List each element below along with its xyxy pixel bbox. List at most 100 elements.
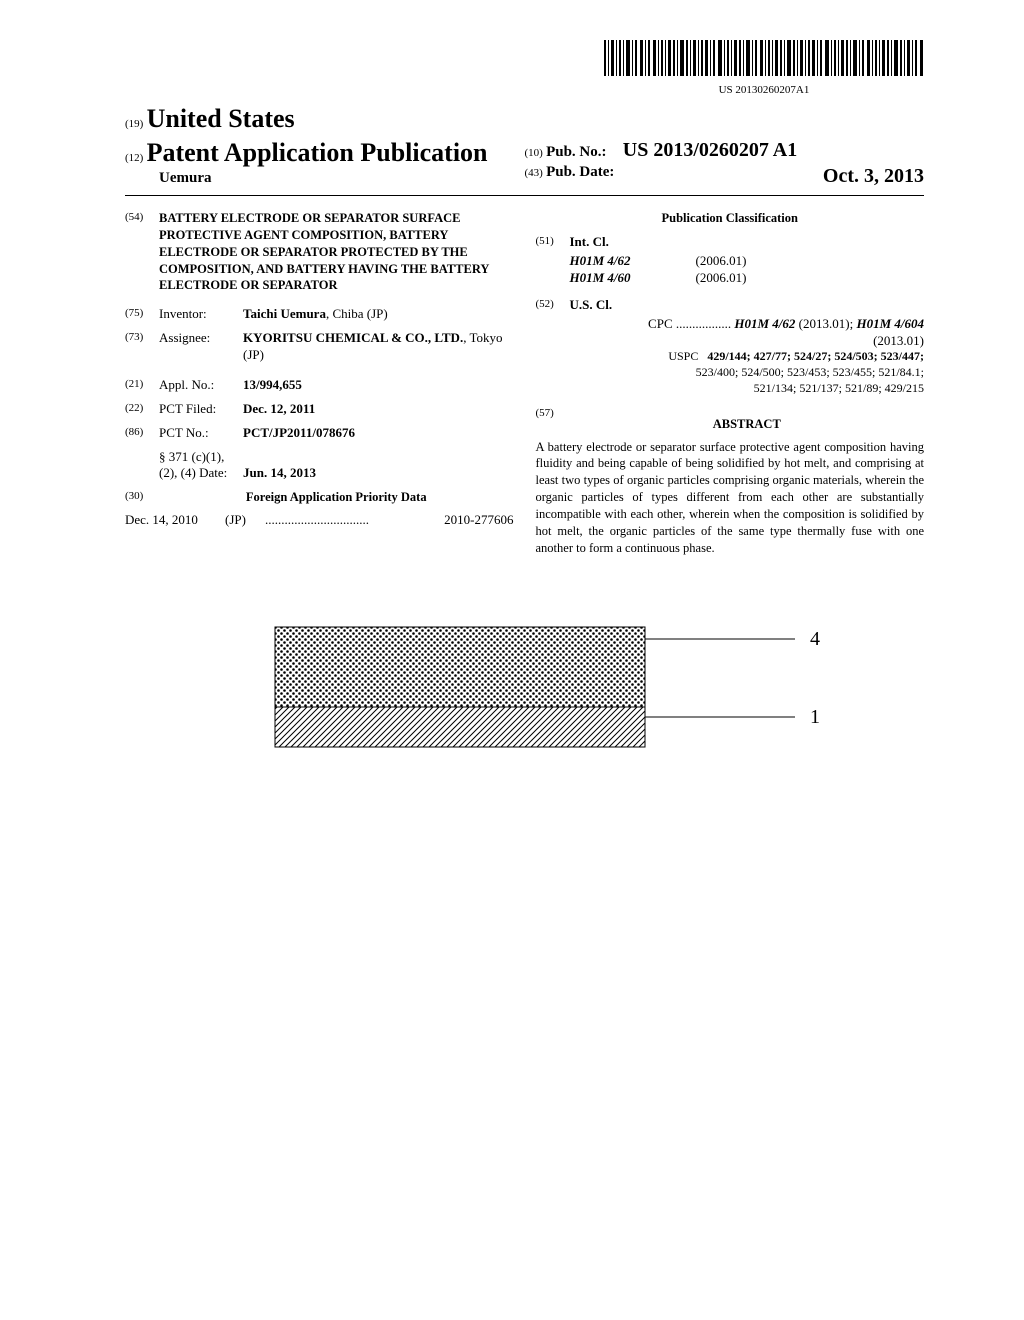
code-54: (54) [125,210,159,294]
intcl-2: H01M 4/60 [536,270,636,287]
uspc-1: 429/144; 427/77; 524/27; 524/503; 523/44… [707,349,924,363]
figure-label-1: 1 [810,706,820,728]
intcl-label: Int. Cl. [570,234,609,251]
s371-row1: § 371 (c)(1), [125,449,514,466]
intcl-1: H01M 4/62 [536,253,636,270]
doc-type: Patent Application Publication [147,138,488,167]
figure-layer-top [275,627,645,707]
cpc-1-yr: (2013.01); [799,316,854,331]
cpc-2-yr: (2013.01) [570,333,925,350]
intcl-row-2: H01M 4/60 (2006.01) [536,270,925,287]
doctype-line: (12) Patent Application Publication [125,136,525,170]
pctfiled-label: PCT Filed: [159,401,243,418]
figure-svg: 4 1 [205,617,845,777]
assignee-name: KYORITSU CHEMICAL & CO., LTD. [243,330,463,345]
code-73: (73) [125,330,159,364]
pubdate-line: (43) Pub. Date: Oct. 3, 2013 [525,163,925,183]
pctno-row: (86) PCT No.: PCT/JP2011/078676 [125,425,514,442]
code-75: (75) [125,306,159,323]
assignee-value: KYORITSU CHEMICAL & CO., LTD., Tokyo (JP… [243,330,514,364]
priority-block: (30) Foreign Application Priority Data D… [125,489,514,528]
columns: (54) BATTERY ELECTRODE OR SEPARATOR SURF… [125,210,924,557]
cpc-2: H01M 4/604 [856,316,924,331]
priority-num: 2010-277606 [444,512,513,529]
s371-label1: § 371 (c)(1), [159,449,224,466]
code-21: (21) [125,377,159,394]
prefix-19: (19) [125,118,143,130]
barcode-number: US 20130260207A1 [604,83,924,97]
inventor-row: (75) Inventor: Taichi Uemura, Chiba (JP) [125,306,514,323]
pctno-value: PCT/JP2011/078676 [243,425,514,442]
intcl-2-yr: (2006.01) [696,270,747,287]
code-86: (86) [125,425,159,442]
abstract-text: A battery electrode or separator surface… [536,439,925,557]
figure-area: 4 1 [125,617,924,782]
assignee-label: Assignee: [159,330,243,364]
s371-value: Jun. 14, 2013 [243,465,514,482]
applno-value: 13/994,655 [243,377,514,394]
prefix-10: (10) [525,147,543,159]
inventor-name: Taichi Uemura [243,306,326,321]
cpc-1: H01M 4/62 [734,316,795,331]
country: United States [147,104,295,133]
inventor-loc: , Chiba (JP) [326,306,388,321]
code-57: (57) [536,406,570,438]
code-30: (30) [125,489,159,505]
barcode-block: US 20130260207A1 [125,40,924,98]
uspc-label: USPC [668,349,698,363]
header-right: (10) Pub. No.: US 2013/0260207 A1 (43) P… [525,137,925,189]
pctno-label: PCT No.: [159,425,243,442]
barcode: US 20130260207A1 [604,40,924,97]
uspc-2: 523/400; 524/500; 523/453; 523/455; 521/… [570,365,925,381]
pubdate-label: Pub. Date: [546,164,614,180]
patent-title: BATTERY ELECTRODE OR SEPARATOR SURFACE P… [159,210,514,294]
right-column: Publication Classification (51) Int. Cl.… [536,210,925,557]
cpc-dots: ................. [676,316,731,331]
priority-country: (JP) [225,512,265,529]
inventor-value: Taichi Uemura, Chiba (JP) [243,306,514,323]
pubdate-value: Oct. 3, 2013 [823,163,924,189]
pubno-value: US 2013/0260207 A1 [623,139,797,161]
code-51: (51) [536,234,570,251]
intcl-block: (51) Int. Cl. H01M 4/62 (2006.01) H01M 4… [536,234,925,287]
classification-head: Publication Classification [536,210,925,226]
title-block: (54) BATTERY ELECTRODE OR SEPARATOR SURF… [125,210,514,294]
pubno-label: Pub. No.: [546,144,606,160]
barcode-svg [604,40,924,76]
pctfiled-value: Dec. 12, 2011 [243,401,514,418]
intcl-row-1: H01M 4/62 (2006.01) [536,253,925,270]
priority-dots: ................................ [265,512,444,529]
uscl-label: U.S. Cl. [570,297,613,314]
country-line: (19) United States [125,102,525,136]
figure-layer-bottom [275,707,645,747]
uspc-row: USPC 429/144; 427/77; 524/27; 524/503; 5… [536,349,925,396]
divider [125,195,924,196]
applno-label: Appl. No.: [159,377,243,394]
pctfiled-row: (22) PCT Filed: Dec. 12, 2011 [125,401,514,418]
code-22: (22) [125,401,159,418]
pubno-line: (10) Pub. No.: US 2013/0260207 A1 [525,137,925,163]
s371-row2: (2), (4) Date: Jun. 14, 2013 [125,465,514,482]
uspc-3: 521/134; 521/137; 521/89; 429/215 [570,381,925,397]
s371-label2: (2), (4) Date: [159,465,243,482]
cpc-row: CPC ................. H01M 4/62 (2013.01… [536,316,925,350]
header-left: (19) United States (12) Patent Applicati… [125,102,525,189]
left-column: (54) BATTERY ELECTRODE OR SEPARATOR SURF… [125,210,514,557]
cpc-label: CPC [648,316,673,331]
priority-date: Dec. 14, 2010 [125,512,225,529]
applno-row: (21) Appl. No.: 13/994,655 [125,377,514,394]
abstract-block: (57) ABSTRACT A battery electrode or sep… [536,406,925,556]
figure-label-4: 4 [810,628,820,650]
uscl-block: (52) U.S. Cl. CPC ................. H01M… [536,297,925,396]
prefix-43: (43) [525,167,543,179]
inventor-label: Inventor: [159,306,243,323]
abstract-head: ABSTRACT [570,416,925,432]
author: Uemura [125,169,525,189]
header-row: (19) United States (12) Patent Applicati… [125,102,924,189]
assignee-row: (73) Assignee: KYORITSU CHEMICAL & CO., … [125,330,514,364]
priority-head: Foreign Application Priority Data [159,489,514,505]
priority-row: Dec. 14, 2010 (JP) .....................… [125,512,514,529]
prefix-12: (12) [125,152,143,164]
code-52: (52) [536,297,570,314]
intcl-1-yr: (2006.01) [696,253,747,270]
